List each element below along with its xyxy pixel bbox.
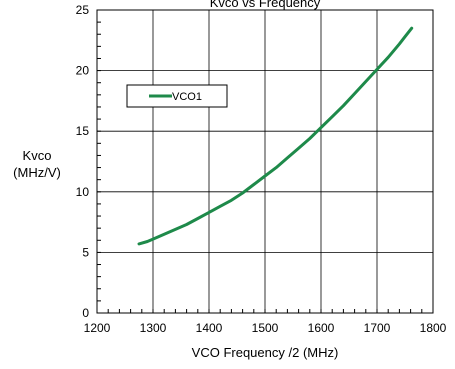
x-tick-label: 1200 [84, 321, 111, 335]
x-tick-label: 1300 [140, 321, 167, 335]
y-tick-label: 25 [76, 3, 90, 17]
y-tick-label: 10 [76, 185, 90, 199]
y-tick-label: 5 [82, 245, 89, 259]
minor-ticks [96, 9, 434, 314]
series-line-vco1 [137, 26, 414, 246]
y-axis-label-unit: (MHz/V) [13, 165, 61, 180]
x-axis-label: VCO Frequency /2 (MHz) [192, 345, 339, 360]
x-tick-label: 1600 [308, 321, 335, 335]
x-tick-label: 1700 [364, 321, 391, 335]
x-tick-label: 1500 [252, 321, 279, 335]
legend-box [126, 84, 228, 108]
y-tick-label: 0 [82, 306, 89, 320]
x-tick-label: 1800 [420, 321, 447, 335]
legend: VCO1 [126, 84, 228, 108]
y-tick-label: 15 [76, 124, 90, 138]
y-tick-label: 20 [76, 64, 90, 78]
legend-entry-vco1: VCO1 [172, 91, 202, 103]
grid [97, 10, 433, 313]
chart-title: Kvco vs Frequency [210, 0, 321, 10]
y-axis-label: Kvco [23, 148, 52, 163]
x-tick-label: 1400 [196, 321, 223, 335]
series-layer [137, 26, 414, 246]
tick-labels: 1200 1300 1400 1500 1600 1700 1800 0 5 10 15 20 25 [76, 3, 447, 335]
